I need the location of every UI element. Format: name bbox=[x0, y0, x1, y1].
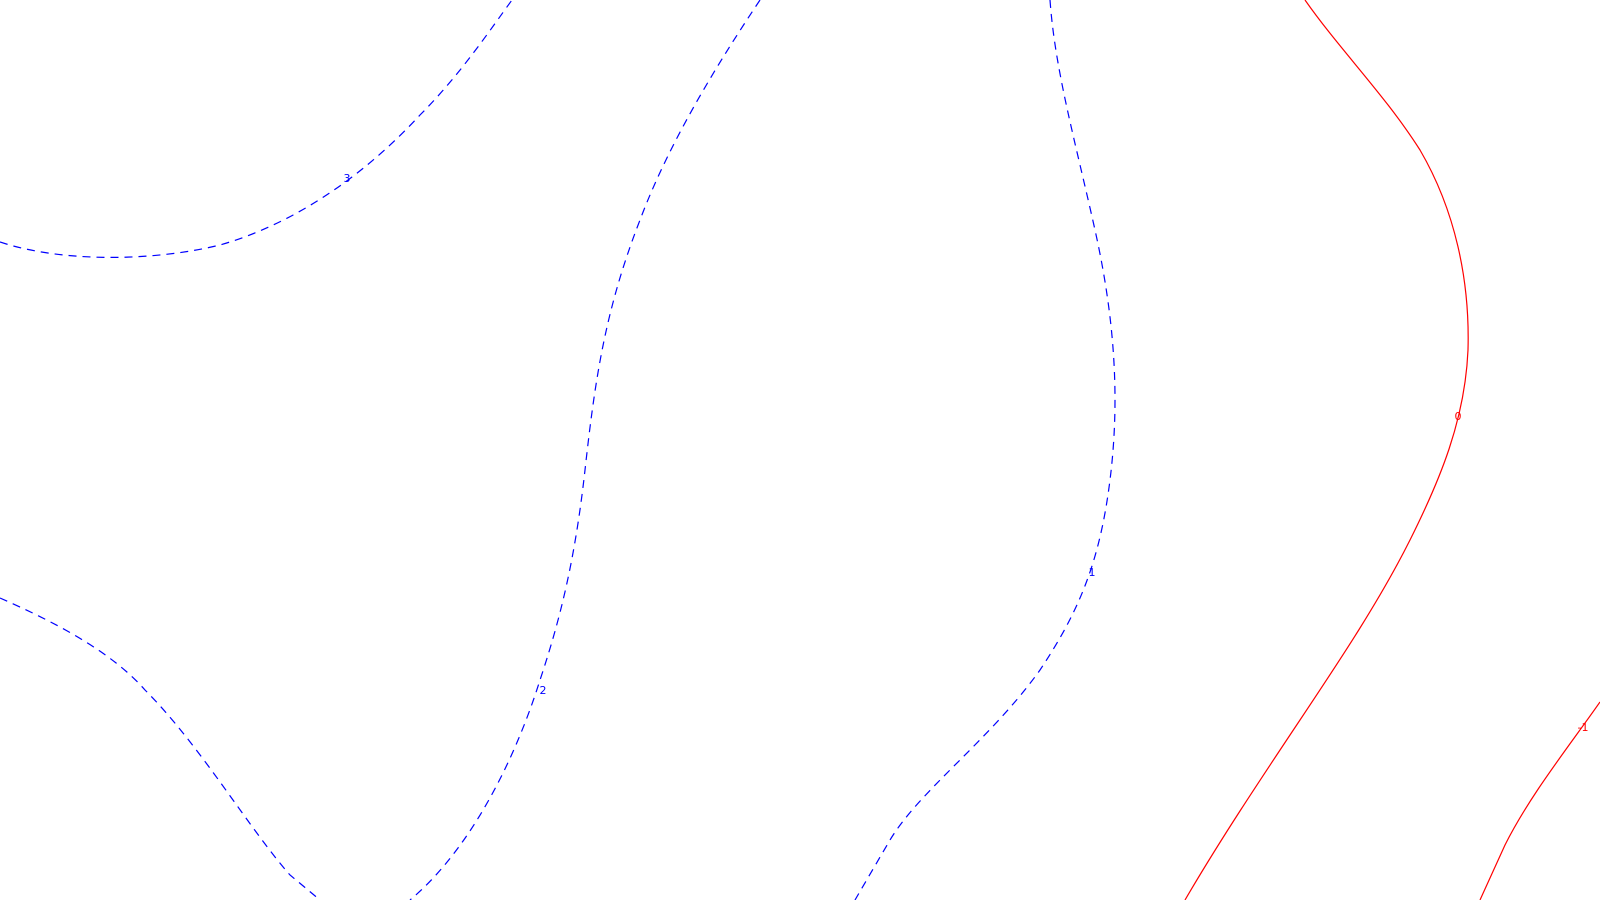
contour-label-2: 2 bbox=[540, 684, 547, 697]
contour-label-neg1: -1 bbox=[1578, 721, 1589, 734]
contour-line-neg1 bbox=[1479, 701, 1600, 900]
contour-label-0: 0 bbox=[1455, 410, 1462, 423]
contour-line-0 bbox=[1184, 0, 1469, 900]
contour-line-3 bbox=[0, 0, 513, 258]
contour-line-2 bbox=[409, 0, 761, 900]
contour-line-2-left bbox=[0, 597, 321, 900]
contour-line-1 bbox=[854, 0, 1116, 900]
contour-label-3: 3 bbox=[344, 172, 351, 185]
contour-label-1: 1 bbox=[1089, 566, 1096, 579]
